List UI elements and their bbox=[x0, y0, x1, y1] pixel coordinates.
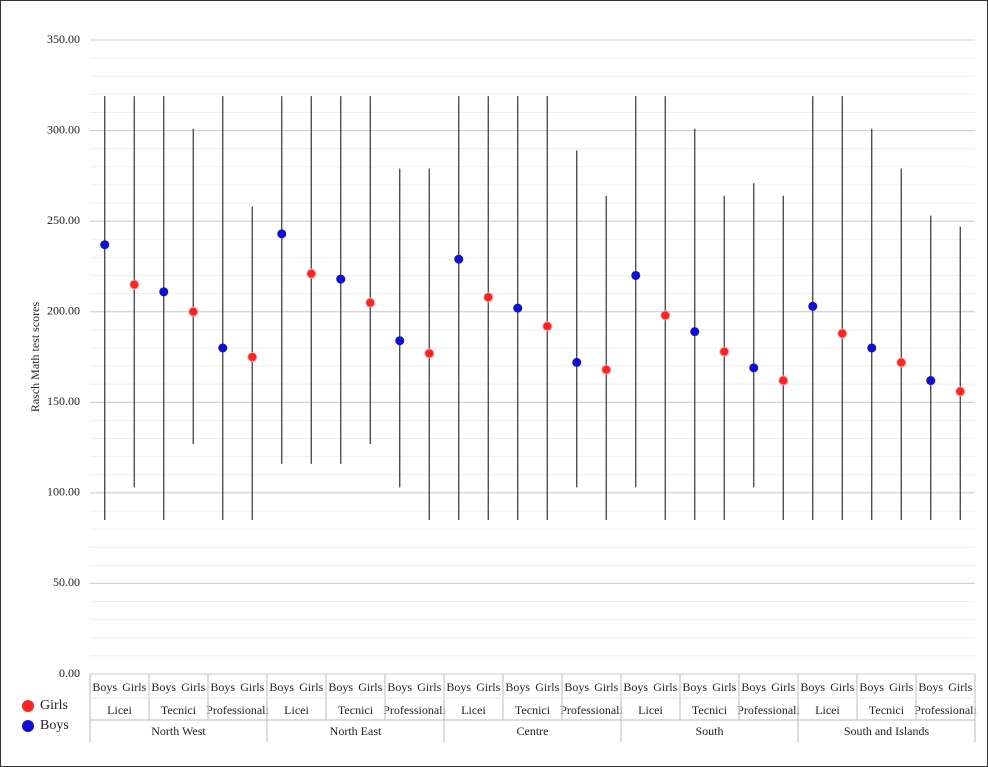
group-label: Professionali bbox=[560, 703, 623, 717]
dot bbox=[424, 348, 435, 359]
region-label: Centre bbox=[517, 724, 549, 738]
group-label: Tecnici bbox=[515, 703, 551, 717]
x-tick-label: Boys bbox=[623, 680, 648, 694]
y-tick-label: 250.00 bbox=[47, 213, 80, 227]
x-tick-label: Girls bbox=[594, 680, 618, 694]
group-label: Licei bbox=[815, 703, 840, 717]
y-tick-label: 350.00 bbox=[47, 32, 80, 46]
x-tick-label: Boys bbox=[387, 680, 412, 694]
y-axis-label: Rasch Math test scores bbox=[28, 302, 42, 413]
x-tick-label: Girls bbox=[653, 680, 677, 694]
x-tick-label: Girls bbox=[240, 680, 264, 694]
y-tick-label: 100.00 bbox=[47, 485, 80, 499]
dot bbox=[837, 328, 848, 339]
group-label: Tecnici bbox=[692, 703, 728, 717]
group-label: Professionali bbox=[914, 703, 977, 717]
x-tick-label: Girls bbox=[122, 680, 146, 694]
x-tick-label: Boys bbox=[446, 680, 471, 694]
dot bbox=[749, 363, 759, 373]
legend-marker bbox=[22, 720, 34, 732]
x-tick-label: Girls bbox=[299, 680, 323, 694]
dot bbox=[247, 352, 258, 362]
group-label: Professionali bbox=[383, 703, 446, 717]
y-tick-label: 150.00 bbox=[47, 394, 80, 408]
dot bbox=[306, 268, 317, 279]
group-label: Professionali bbox=[737, 703, 800, 717]
x-tick-label: Boys bbox=[564, 680, 589, 694]
group-label: Licei bbox=[638, 703, 663, 717]
x-tick-label: Girls bbox=[712, 680, 736, 694]
group-label: Tecnici bbox=[161, 703, 197, 717]
dot bbox=[100, 240, 110, 250]
group-label: Tecnici bbox=[869, 703, 905, 717]
y-tick-label: 0.00 bbox=[59, 666, 80, 680]
dot bbox=[896, 357, 907, 368]
y-tick-label: 300.00 bbox=[47, 122, 80, 136]
dot bbox=[454, 254, 464, 264]
dot bbox=[395, 336, 405, 346]
dot bbox=[159, 287, 169, 297]
x-tick-label: Boys bbox=[918, 680, 943, 694]
dot bbox=[188, 306, 199, 317]
x-tick-label: Girls bbox=[948, 680, 972, 694]
group-label: Licei bbox=[107, 703, 132, 717]
group-label: Tecnici bbox=[338, 703, 374, 717]
x-tick-label: Boys bbox=[269, 680, 294, 694]
dot bbox=[926, 376, 936, 386]
x-tick-label: Girls bbox=[889, 680, 913, 694]
x-tick-label: Girls bbox=[771, 680, 795, 694]
dot bbox=[955, 386, 966, 397]
dot bbox=[572, 357, 582, 367]
dot bbox=[601, 364, 612, 375]
dot bbox=[690, 327, 700, 337]
region-label: South and Islands bbox=[844, 724, 930, 738]
x-tick-label: Girls bbox=[181, 680, 205, 694]
dot bbox=[778, 375, 789, 386]
dot bbox=[218, 343, 228, 353]
dot bbox=[129, 279, 140, 290]
dot bbox=[660, 310, 671, 321]
region-label: South bbox=[695, 724, 723, 738]
dot bbox=[336, 274, 346, 284]
region-label: North West bbox=[151, 724, 206, 738]
dot bbox=[719, 346, 730, 357]
x-tick-label: Girls bbox=[535, 680, 559, 694]
x-tick-label: Boys bbox=[682, 680, 707, 694]
dot bbox=[631, 270, 641, 280]
group-label: Licei bbox=[461, 703, 486, 717]
y-tick-label: 50.00 bbox=[53, 575, 80, 589]
x-tick-label: Girls bbox=[358, 680, 382, 694]
group-label: Licei bbox=[284, 703, 309, 717]
x-tick-label: Boys bbox=[859, 680, 884, 694]
group-label: Professionali bbox=[206, 703, 269, 717]
dot bbox=[513, 303, 523, 313]
x-tick-label: Boys bbox=[741, 680, 766, 694]
legend-label: Boys bbox=[40, 718, 69, 733]
x-tick-label: Boys bbox=[800, 680, 825, 694]
dot bbox=[483, 292, 494, 303]
x-tick-label: Boys bbox=[505, 680, 530, 694]
legend-marker bbox=[22, 700, 34, 712]
x-tick-label: Girls bbox=[830, 680, 854, 694]
region-label: North East bbox=[330, 724, 382, 738]
dot bbox=[542, 321, 553, 332]
x-tick-label: Boys bbox=[151, 680, 176, 694]
y-tick-label: 200.00 bbox=[47, 303, 80, 317]
dot bbox=[365, 297, 376, 308]
dot bbox=[808, 301, 818, 311]
dot bbox=[867, 343, 877, 353]
x-tick-label: Boys bbox=[92, 680, 117, 694]
x-tick-label: Girls bbox=[417, 680, 441, 694]
x-tick-label: Boys bbox=[210, 680, 235, 694]
x-tick-label: Boys bbox=[328, 680, 353, 694]
dot bbox=[277, 229, 287, 239]
x-tick-label: Girls bbox=[476, 680, 500, 694]
legend-label: Girls bbox=[40, 698, 68, 713]
